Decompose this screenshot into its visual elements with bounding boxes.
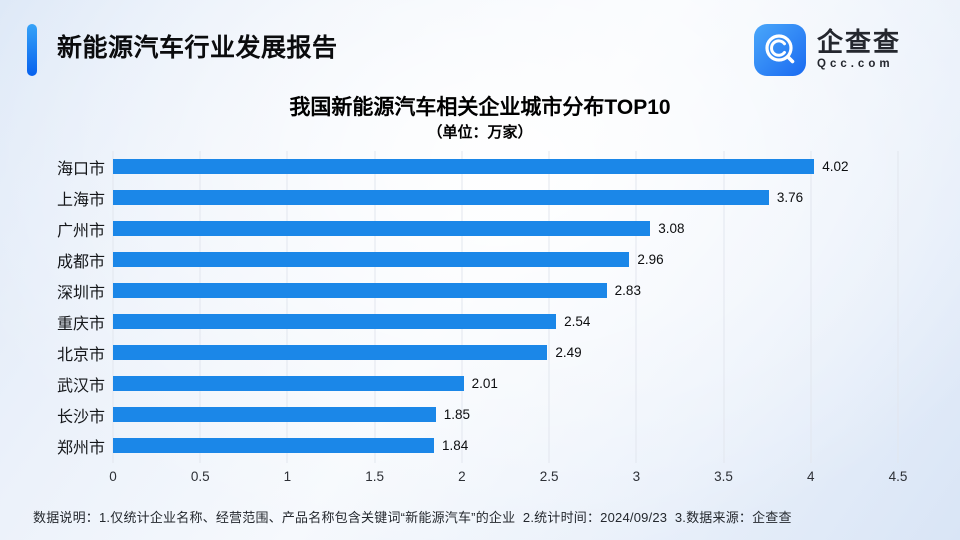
bar xyxy=(113,376,464,391)
bar xyxy=(113,252,630,267)
value-label: 2.49 xyxy=(555,345,582,360)
x-tick-label: 1 xyxy=(283,469,292,484)
x-tick-label: 1.5 xyxy=(365,469,385,484)
bar-track: 3.08 xyxy=(113,221,898,236)
category-label: 上海市 xyxy=(56,191,105,209)
qcc-magnifier-icon xyxy=(754,24,806,76)
chart-row: 广州市 3.08 xyxy=(0,213,898,244)
x-tick-label: 3 xyxy=(632,469,641,484)
gridlines xyxy=(112,151,899,463)
value-label: 3.08 xyxy=(658,221,685,236)
gridline xyxy=(286,151,288,463)
value-label: 3.76 xyxy=(776,190,804,205)
chart-row: 北京市 2.49 xyxy=(0,337,898,368)
bar xyxy=(113,221,651,236)
bar xyxy=(113,407,436,422)
value-label: 2.83 xyxy=(614,283,641,298)
bar xyxy=(113,438,434,453)
chart-row: 成都市 2.96 xyxy=(0,244,898,275)
gridline xyxy=(897,151,899,463)
bar xyxy=(113,345,548,360)
x-tick-label: 3.5 xyxy=(714,469,733,484)
bar xyxy=(113,190,769,205)
gridline xyxy=(810,151,812,463)
bar-track: 2.54 xyxy=(113,314,898,329)
value-label: 1.84 xyxy=(441,438,469,453)
chart-row: 海口市 4.02 xyxy=(0,151,898,182)
x-tick-label: 2.5 xyxy=(539,469,559,484)
chart-row: 上海市 3.76 xyxy=(0,182,898,213)
x-tick-label: 2 xyxy=(458,469,466,484)
page-title: 新能源汽车行业发展报告 xyxy=(57,34,338,62)
bar xyxy=(113,314,557,329)
x-axis: 0 0.5 1 1.5 2 2.5 3 3.5 4 4.5 xyxy=(109,469,907,487)
category-label: 广州市 xyxy=(56,222,105,240)
bar-track: 1.84 xyxy=(113,438,898,453)
logo-name: 企查查 xyxy=(817,27,902,58)
gridline xyxy=(723,151,725,463)
bar-track: 4.02 xyxy=(113,159,898,174)
bar-track: 2.96 xyxy=(113,252,898,267)
chart-rows: 海口市 4.02 上海市 3.76 广州市 3.08 成都市 2.96 深圳市 2.83 重庆市 2.… xyxy=(0,151,898,461)
bar-track: 2.49 xyxy=(113,345,898,360)
category-label: 北京市 xyxy=(56,346,105,364)
category-label: 深圳市 xyxy=(56,284,105,302)
chart-row: 深圳市 2.83 xyxy=(0,275,898,306)
title-accent-bar xyxy=(27,24,37,76)
category-label: 成都市 xyxy=(56,253,105,271)
x-tick-label: 0.5 xyxy=(190,469,210,484)
logo-text: 企查查 Qcc.com xyxy=(817,29,901,71)
gridline xyxy=(199,151,201,463)
chart-subtitle: （单位：万家） xyxy=(427,124,533,141)
gridline xyxy=(374,151,376,463)
category-label: 长沙市 xyxy=(56,408,105,426)
value-label: 1.85 xyxy=(443,407,470,422)
chart-row: 郑州市 1.84 xyxy=(0,430,898,461)
bar-track: 2.83 xyxy=(113,283,898,298)
chart-row: 武汉市 2.01 xyxy=(0,368,898,399)
chart-row: 重庆市 2.54 xyxy=(0,306,898,337)
value-label: 2.54 xyxy=(564,314,591,329)
qcc-logo: 企查查 Qcc.com xyxy=(754,24,901,76)
logo-domain: Qcc.com xyxy=(817,58,894,71)
bar-track: 2.01 xyxy=(113,376,898,391)
category-label: 重庆市 xyxy=(56,315,105,333)
value-label: 2.96 xyxy=(637,252,664,267)
value-label: 2.01 xyxy=(471,376,498,391)
bar xyxy=(113,283,607,298)
gridline xyxy=(548,151,550,463)
value-label: 4.02 xyxy=(822,159,849,174)
bar-track: 1.85 xyxy=(113,407,898,422)
chart-title: 我国新能源汽车相关企业城市分布TOP10 xyxy=(289,96,671,119)
x-tick-label: 0 xyxy=(109,469,117,484)
x-tick-label: 4.5 xyxy=(888,469,908,484)
x-tick-label: 4 xyxy=(807,469,815,484)
category-label: 郑州市 xyxy=(56,439,105,457)
category-label: 海口市 xyxy=(56,160,105,178)
gridline xyxy=(461,151,463,463)
bar xyxy=(113,159,815,174)
chart-row: 长沙市 1.85 xyxy=(0,399,898,430)
footer-note: 数据说明：1.仅统计企业名称、经营范围、产品名称包含关键词“新能源汽车”的企业 … xyxy=(33,510,792,525)
gridline xyxy=(635,151,637,463)
gridline xyxy=(112,151,114,463)
bar-track: 3.76 xyxy=(113,190,898,205)
category-label: 武汉市 xyxy=(56,377,105,395)
